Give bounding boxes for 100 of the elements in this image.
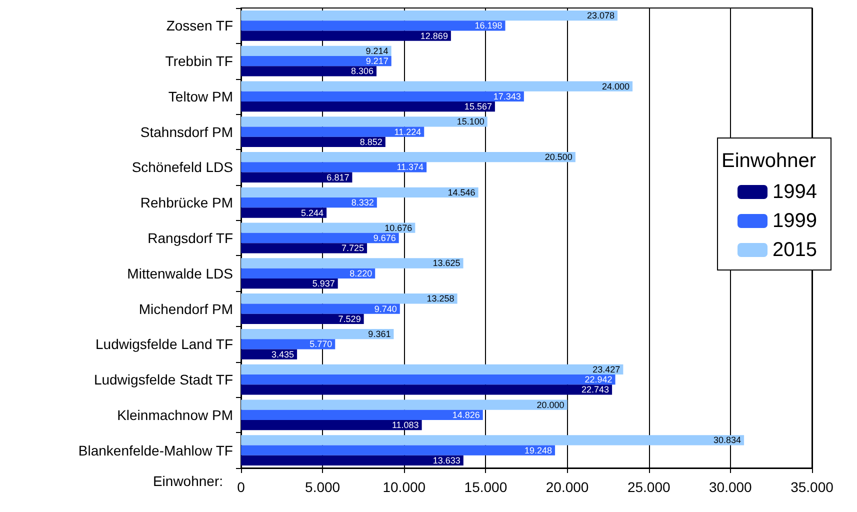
bar	[241, 116, 488, 127]
y-tick-label: Stahnsdorf PM	[140, 124, 233, 140]
data-label: 9.740	[374, 304, 397, 314]
data-label: 5.937	[312, 278, 335, 289]
bar	[241, 126, 424, 137]
legend-title: Einwohner	[722, 150, 816, 172]
x-tick-label: 10.000	[382, 479, 426, 495]
bar	[241, 339, 336, 350]
data-label: 15.567	[464, 102, 492, 112]
x-tick-label: 30.000	[709, 479, 752, 495]
legend-label: 2015	[772, 239, 818, 261]
data-label: 16.198	[474, 20, 502, 31]
data-label: 8.306	[350, 66, 374, 76]
data-label: 3.435	[272, 349, 294, 360]
y-tick-label: Teltow PM	[168, 88, 233, 104]
data-label: 13.258	[426, 294, 454, 304]
bar	[241, 435, 744, 446]
bar	[241, 136, 386, 148]
bar	[241, 208, 327, 218]
data-label: 23.078	[586, 10, 614, 21]
data-label: 9.676	[373, 233, 396, 243]
bar	[241, 364, 624, 374]
data-label: 17.343	[493, 91, 521, 102]
data-label: 14.826	[452, 410, 480, 420]
data-label: 14.546	[448, 187, 476, 198]
y-tick-label: Mittenwalde LDS	[127, 265, 233, 282]
bar	[241, 66, 377, 76]
data-label: 7.529	[338, 314, 361, 324]
data-label: 9.214	[366, 46, 388, 56]
bar	[241, 56, 392, 66]
y-tick-label: Blankenfelde-Mahlow TF	[78, 442, 233, 458]
bar	[241, 30, 451, 41]
bar	[241, 172, 352, 182]
y-tick-label: Schönefeld LDS	[132, 159, 233, 176]
data-label: 13.633	[432, 455, 460, 466]
x-tick-label: 20.000	[546, 479, 589, 495]
bar	[241, 314, 364, 324]
bar	[241, 384, 612, 395]
data-label: 19.248	[524, 445, 552, 456]
bar	[241, 232, 399, 244]
data-label: 24.000	[602, 81, 630, 92]
data-label: 20.000	[536, 400, 564, 410]
bar	[241, 455, 464, 466]
bar	[241, 278, 338, 289]
bar	[241, 268, 376, 278]
x-tick-label: 5.000	[305, 479, 340, 495]
x-tick-label: 25.000	[627, 479, 670, 495]
y-tick-label: Rehbrücke PM	[140, 194, 233, 211]
bar	[241, 20, 506, 31]
data-label: 15.100	[456, 116, 484, 127]
bar	[241, 243, 368, 254]
bar	[241, 304, 400, 314]
bar	[241, 445, 556, 456]
bar	[241, 91, 524, 102]
data-label: 30.834	[714, 435, 742, 446]
data-label: 8.220	[350, 268, 372, 278]
data-label: 11.083	[392, 420, 419, 430]
data-label: 8.332	[351, 198, 374, 208]
bar	[241, 258, 464, 268]
y-tick-label: Kleinmachnow PM	[117, 406, 233, 423]
bar	[241, 420, 422, 430]
bar	[241, 374, 616, 385]
data-label: 10.676	[384, 222, 412, 233]
data-label: 9.217	[366, 56, 388, 66]
data-label: 5.770	[310, 339, 332, 350]
data-label: 22.743	[582, 384, 610, 395]
bar	[241, 400, 568, 410]
data-label: 23.427	[592, 364, 620, 374]
data-label: 6.817	[326, 172, 350, 182]
legend-label: 1994	[772, 181, 818, 203]
bar	[241, 102, 495, 112]
data-label: 7.725	[341, 243, 364, 254]
data-label: 13.625	[432, 258, 460, 268]
bar	[241, 198, 377, 208]
bar	[241, 162, 427, 172]
data-label: 11.224	[394, 126, 422, 137]
y-tick-label: Trebbin TF	[165, 53, 233, 70]
bar	[241, 46, 392, 56]
data-label: 9.361	[368, 329, 391, 340]
data-label: 8.852	[360, 136, 382, 147]
data-label: 22.942	[584, 374, 612, 385]
y-tick-label: Ludwigsfelde Stadt TF	[94, 372, 233, 388]
bar	[241, 294, 458, 304]
data-label: 11.374	[396, 162, 424, 172]
y-tick-label: Zossen TF	[166, 18, 233, 34]
y-tick-label: Michendorf PM	[138, 300, 233, 317]
bar	[241, 349, 298, 360]
bar	[241, 187, 478, 198]
x-tick-label: 35.000	[790, 479, 834, 495]
legend-label: 1999	[772, 210, 818, 232]
y-tick-label: Rangsdorf TF	[148, 230, 233, 246]
data-label: 5.244	[301, 208, 324, 218]
y-tick-label: Ludwigsfelde Land TF	[96, 336, 233, 352]
x-tick-label: 15.000	[464, 479, 508, 495]
x-tick-label: 0	[237, 479, 246, 495]
data-label: 20.500	[544, 152, 572, 162]
data-label: 12.869	[420, 30, 448, 41]
x-axis-title: Einwohner:	[152, 473, 223, 489]
bar	[241, 328, 394, 340]
bar	[241, 410, 483, 420]
